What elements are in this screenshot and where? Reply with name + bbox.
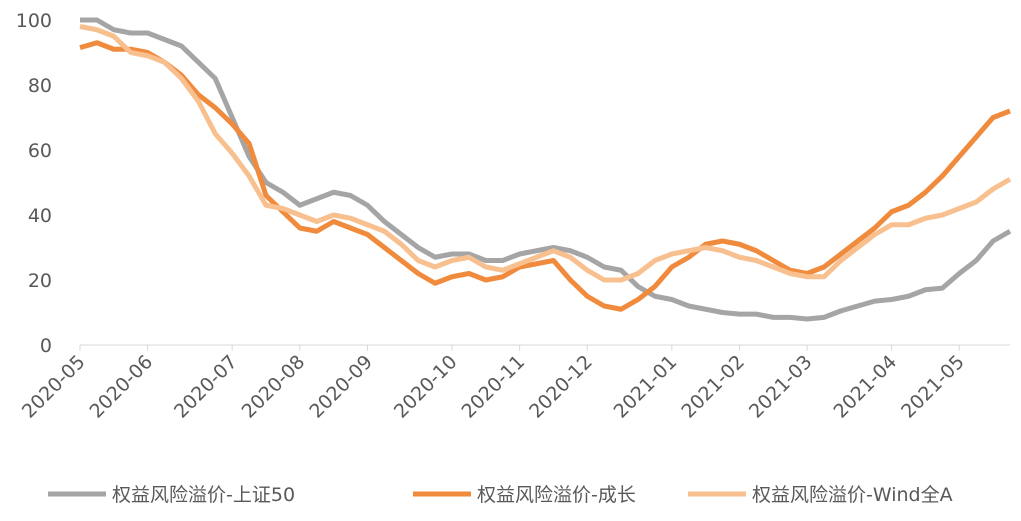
series-line xyxy=(79,40,1011,312)
legend-label: 权益风险溢价-上证50 xyxy=(112,484,295,506)
legend-label: 权益风险溢价-成长 xyxy=(477,484,636,506)
legend-label: 权益风险溢价-Wind全A xyxy=(752,484,953,506)
series-line xyxy=(79,24,1012,283)
y-tick-label: 20 xyxy=(28,270,52,292)
y-tick-label: 80 xyxy=(28,75,52,97)
x-tick-label: 2021-01 xyxy=(610,351,682,423)
x-tick-label: 2021-04 xyxy=(829,351,901,423)
x-tick-label: 2020-08 xyxy=(238,351,310,423)
x-tick-label: 2021-02 xyxy=(677,351,749,423)
x-tick-label: 2021-03 xyxy=(745,351,817,423)
x-tick-label: 2020-06 xyxy=(85,351,157,423)
x-tick-label: 2020-10 xyxy=(390,351,462,423)
x-tick-label: 2020-07 xyxy=(170,351,242,423)
series-line xyxy=(80,17,1012,322)
y-tick-label: 100 xyxy=(16,10,52,32)
x-tick-label: 2020-11 xyxy=(457,351,529,423)
y-tick-label: 40 xyxy=(28,205,52,227)
x-tick-label: 2020-09 xyxy=(305,351,377,423)
x-tick-label: 2020-12 xyxy=(525,351,597,423)
y-tick-label: 0 xyxy=(40,335,52,357)
x-tick-label: 2021-05 xyxy=(897,351,969,423)
x-tick-label: 2020-05 xyxy=(18,351,90,423)
y-tick-label: 60 xyxy=(28,140,52,162)
